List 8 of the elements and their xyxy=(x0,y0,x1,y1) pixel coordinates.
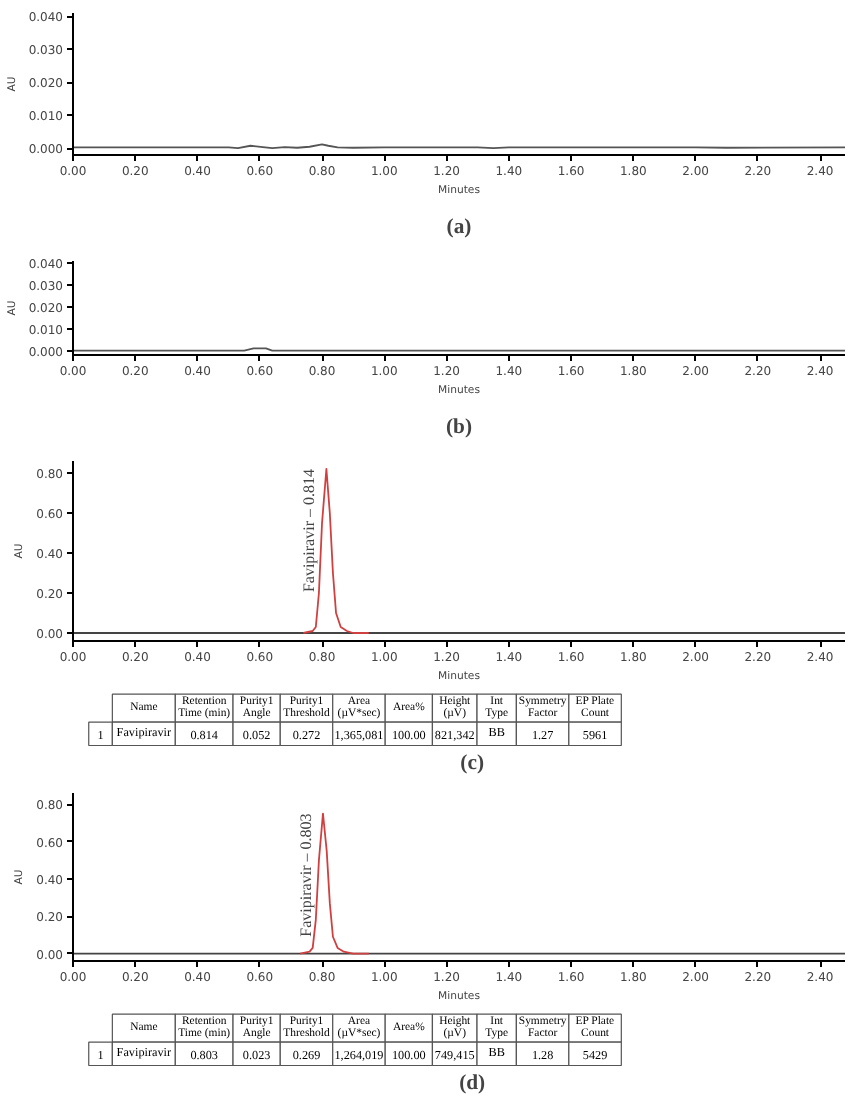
line-series xyxy=(302,468,370,634)
text: (b) xyxy=(445,417,473,439)
line-series xyxy=(299,812,370,955)
annotation: Favipiravir – 0.814 xyxy=(300,469,319,593)
annotation: Favipiravir – 0.803 xyxy=(296,813,315,937)
text: (d) xyxy=(459,1073,487,1096)
text: (a) xyxy=(446,217,473,239)
text: (c) xyxy=(460,753,485,776)
